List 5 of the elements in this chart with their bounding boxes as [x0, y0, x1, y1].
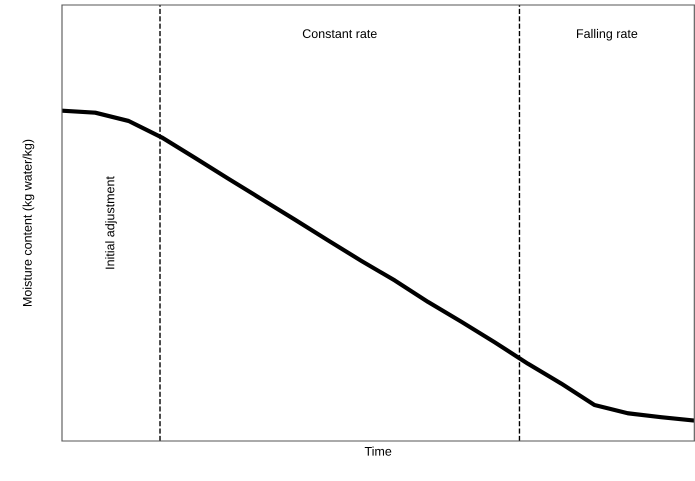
annotation: Initial adjustment: [105, 176, 117, 269]
y-axis-title: Moisture content (kg water/kg): [22, 140, 34, 306]
text: Falling rate: [577, 28, 638, 41]
text: Constant rate: [302, 29, 377, 38]
x-axis-title: Time: [364, 446, 392, 456]
